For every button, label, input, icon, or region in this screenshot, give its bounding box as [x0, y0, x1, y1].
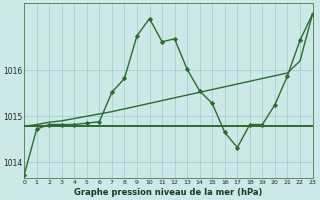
- X-axis label: Graphe pression niveau de la mer (hPa): Graphe pression niveau de la mer (hPa): [74, 188, 262, 197]
